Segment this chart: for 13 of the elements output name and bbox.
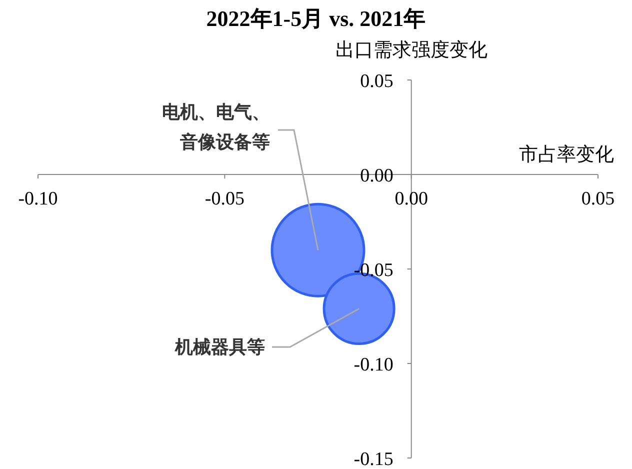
y-tick-label: 0.05 — [360, 71, 394, 92]
y-tick-label: -0.15 — [354, 449, 394, 469]
annotation: 机械器具等 — [174, 337, 265, 357]
x-tick-label: 0.00 — [394, 188, 428, 210]
y-tick-label: -0.10 — [354, 354, 394, 376]
y-tick-label: 0.00 — [360, 166, 394, 186]
chart-title: 2022年1-5月 vs. 2021年 — [206, 6, 426, 31]
x-tick-label: 0.05 — [581, 188, 615, 210]
x-axis-title: 市占率变化 — [519, 144, 614, 166]
annotation: 电机、电气、音像设备等 — [162, 102, 270, 152]
y-axis-title: 出口需求强度变化 — [335, 39, 488, 61]
x-tick-label: -0.05 — [204, 188, 244, 210]
x-tick-label: -0.10 — [18, 188, 58, 210]
